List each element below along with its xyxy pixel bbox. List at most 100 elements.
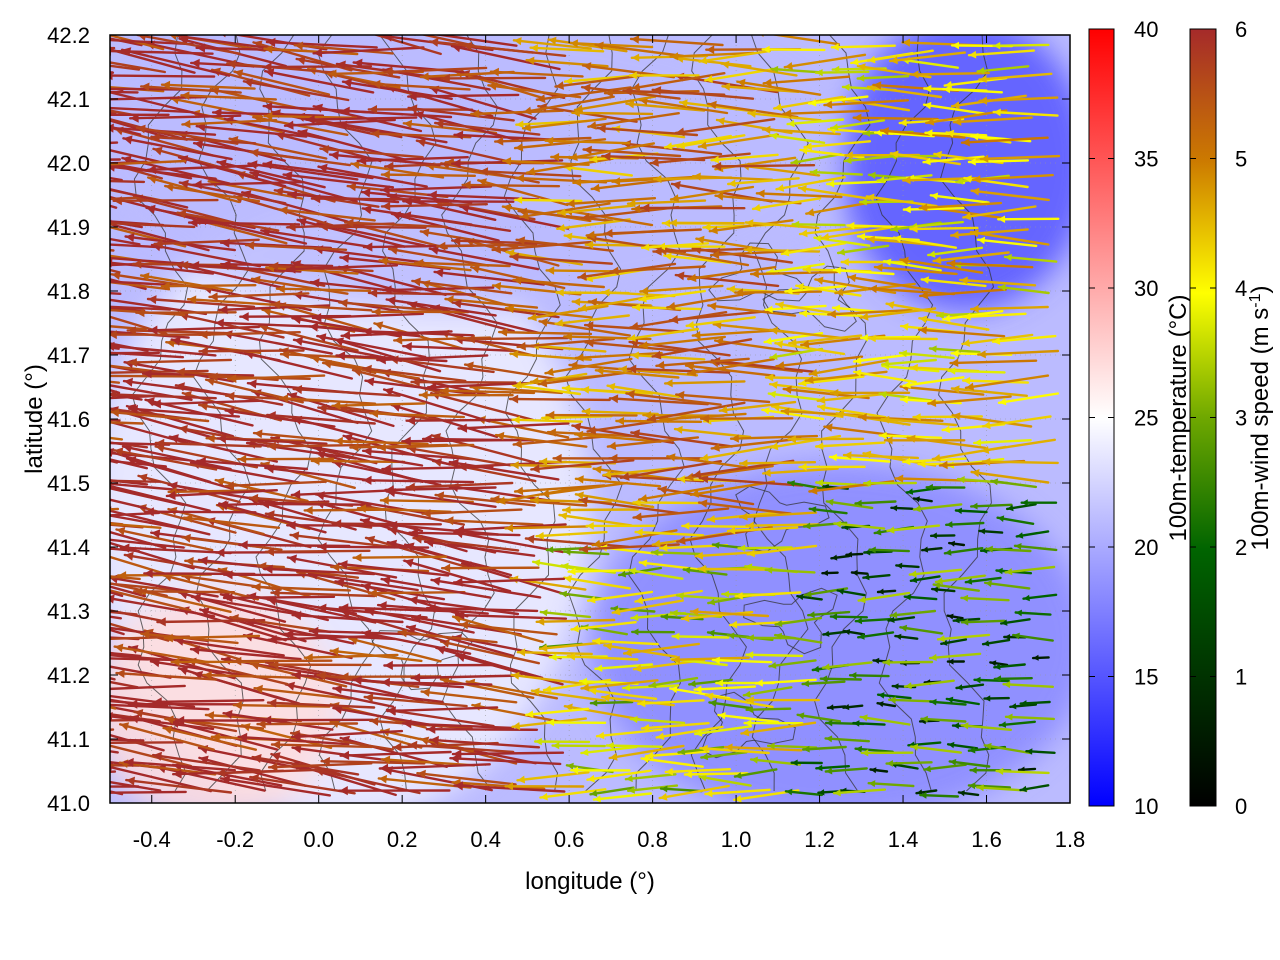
wind-vector-shaft <box>452 577 566 584</box>
wind-vector-head <box>677 141 686 150</box>
wind-vector-shaft <box>125 778 233 794</box>
wind-vector-head <box>510 252 519 262</box>
wind-vector-head <box>990 660 997 667</box>
wind-vector-head <box>157 617 166 627</box>
wind-vector-shaft <box>707 102 799 119</box>
wind-vector-head <box>153 146 163 156</box>
wind-vector-shaft <box>669 185 755 201</box>
wind-vector-shaft <box>802 745 847 751</box>
wind-vector-head <box>361 188 371 198</box>
wind-vector-shaft <box>745 707 792 711</box>
y-tick-label: 42.0 <box>47 151 90 176</box>
wind-vector-head <box>233 700 242 710</box>
wind-vector-head <box>292 732 301 742</box>
wind-vector-head <box>11 88 20 97</box>
wind-vector-shaft <box>886 524 941 532</box>
wind-vector-shaft <box>110 70 115 74</box>
wind-vector-shaft <box>311 312 424 320</box>
wind-vector-head <box>931 532 937 539</box>
wind-vector-head <box>844 451 852 460</box>
wind-vector-shaft <box>462 44 567 57</box>
wind-vector-head <box>887 526 895 534</box>
wind-vector-head <box>901 323 909 331</box>
wind-vector-head <box>748 110 756 118</box>
wind-vector-head <box>110 712 113 722</box>
wind-vector-head <box>701 414 709 423</box>
wind-vector-head <box>388 520 398 531</box>
wind-vector-shaft <box>815 441 886 448</box>
wind-vector-head <box>15 768 24 777</box>
wind-vector-shaft <box>816 392 891 402</box>
wind-vector-head <box>590 699 598 707</box>
wind-vector-head <box>762 45 770 54</box>
wind-vector-head <box>580 677 587 686</box>
wind-vector-shaft <box>406 446 512 467</box>
wind-vector-head <box>549 653 557 661</box>
wind-vector-head <box>890 150 899 159</box>
wind-vector-shaft <box>846 224 911 229</box>
wind-vector-head <box>946 129 955 138</box>
wind-vector-head <box>14 333 23 342</box>
wind-vector-head <box>858 633 865 640</box>
wind-vector-head <box>406 482 416 492</box>
wind-vector-shaft <box>985 547 1032 553</box>
wind-vector-shaft <box>761 128 841 136</box>
wind-vector-head <box>505 782 513 791</box>
wind-vector-head <box>699 499 708 508</box>
wind-vector-shaft <box>852 353 915 363</box>
wind-vector-shaft <box>932 583 980 592</box>
wind-vector-shaft <box>630 353 706 361</box>
wind-vector-head <box>770 442 779 451</box>
wind-vector-shaft <box>634 530 705 537</box>
wind-vector-shaft <box>697 133 779 148</box>
wind-vector-head <box>984 695 991 702</box>
wind-vector-shaft <box>814 278 897 294</box>
wind-vector-head <box>768 390 776 398</box>
wind-vector-head <box>265 510 275 520</box>
wind-vector-shaft <box>711 163 816 168</box>
wind-vector-head <box>31 601 40 610</box>
wind-vector-shaft <box>110 576 219 598</box>
wind-vector-shaft <box>734 290 823 294</box>
wind-vector-head <box>641 755 649 764</box>
wind-vector-shaft <box>708 701 752 710</box>
wind-vector-shaft <box>687 266 777 281</box>
wind-vector-shaft <box>198 331 301 336</box>
colorbar-tick-label: 3 <box>1235 406 1247 431</box>
wind-vector-shaft <box>594 369 680 379</box>
wind-vector-head <box>670 52 679 61</box>
wind-vector-head <box>592 539 601 548</box>
wind-vector-shaft <box>698 49 771 63</box>
wind-vector-head <box>924 101 932 110</box>
wind-vector-head <box>126 776 135 786</box>
wind-vector-shaft <box>946 262 1034 269</box>
wind-vector-head <box>523 106 532 115</box>
wind-vector-head <box>700 453 709 462</box>
wind-vector-head <box>319 222 328 232</box>
wind-vector-shaft <box>836 244 890 255</box>
wind-vector-shaft <box>296 218 406 248</box>
wind-vector-shaft <box>262 162 374 180</box>
wind-vector-head <box>452 236 461 246</box>
wind-vector-shaft <box>923 763 967 771</box>
wind-vector-shaft <box>450 44 561 71</box>
wind-vector-head <box>191 645 200 655</box>
wind-vector-head <box>268 634 277 645</box>
wind-vector-shaft <box>110 597 216 618</box>
wind-vector-head <box>430 735 439 745</box>
wind-vector-head <box>868 171 876 179</box>
wind-vector-head <box>179 424 188 434</box>
wind-vector-shaft <box>370 132 472 139</box>
wind-vector-head <box>291 489 301 500</box>
wind-vector-shaft <box>992 110 1059 117</box>
wind-vector-shaft <box>110 106 191 114</box>
wind-vector-head <box>120 722 130 731</box>
wind-vector-head <box>712 656 720 665</box>
wind-vector-head <box>516 174 525 183</box>
wind-vector-shaft <box>580 745 638 755</box>
wind-vector-shaft <box>626 199 707 205</box>
wind-vector-head <box>851 569 858 576</box>
wind-vector-shaft <box>997 392 1060 404</box>
wind-vector-head <box>153 751 162 761</box>
wind-vector-head <box>890 56 898 65</box>
